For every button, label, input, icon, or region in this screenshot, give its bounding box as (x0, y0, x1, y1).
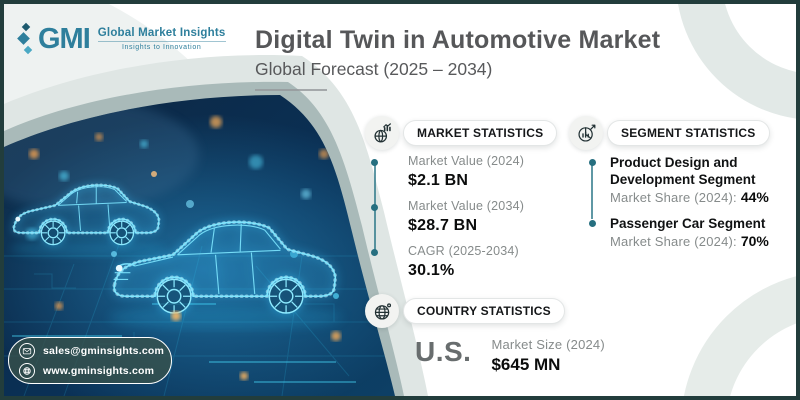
market-statistics-panel: MARKET STATISTICS Market Value (2024) $2… (365, 116, 558, 289)
segment-timeline: Product Design and Development Segment M… (569, 154, 795, 259)
market-statistics-icon (365, 116, 399, 150)
globe-chart-icon (373, 122, 391, 142)
decor-ring-top-right (676, 4, 796, 120)
segment-statistics-heading: SEGMENT STATISTICS (607, 120, 770, 146)
email-icon (19, 342, 35, 359)
contact-website-link[interactable]: www.gminsights.com (19, 362, 161, 379)
decor-ring-bottom-right (681, 271, 796, 396)
wireframe-sedan-car (10, 183, 167, 258)
market-stat-item: Market Value (2024) $2.1 BN (371, 154, 555, 190)
timeline-dot (371, 249, 378, 256)
page-subtitle: Global Forecast (2025 – 2034) (255, 59, 493, 79)
country-stat-label: Market Size (2024) (491, 337, 605, 352)
segment-stat-item: Product Design and Development Segment M… (589, 154, 795, 207)
page-title: Digital Twin in Automotive Market (255, 26, 661, 54)
subtitle-underline (255, 89, 327, 91)
market-statistics-heading: MARKET STATISTICS (403, 120, 558, 146)
country-region: U.S. (415, 336, 472, 367)
brand-tagline: Insights to Innovation (121, 44, 202, 51)
brand-name: Global Market Insights (97, 27, 226, 39)
market-stat-item: Market Value (2034) $28.7 BN (371, 199, 555, 235)
logo-divider (97, 41, 226, 42)
country-stat-value: $645 MN (491, 355, 561, 374)
country-statistics-icon (365, 294, 399, 328)
country-statistics-panel: COUNTRY STATISTICS U.S. Market Size (202… (365, 294, 605, 375)
segment-statistics-icon (569, 116, 603, 150)
timeline-dot (589, 220, 596, 227)
market-timeline: Market Value (2024) $2.1 BN Market Value… (365, 154, 555, 289)
segment-statistics-panel: SEGMENT STATISTICS Product Design and De… (569, 116, 795, 259)
wireframe-suv-car (108, 220, 344, 330)
contact-card: sales@gminsights.com www.gminsights.com (8, 337, 172, 384)
gmi-logo-text: GMI (38, 23, 91, 55)
timeline-dot (371, 204, 378, 211)
timeline-dot (371, 159, 378, 166)
segment-stat-item: Passenger Car Segment Market Share (2024… (589, 215, 795, 251)
gmi-logo-mark-icon (17, 22, 34, 56)
gmi-logo: GMI Global Market Insights Insights to I… (17, 22, 226, 56)
timeline-dot (589, 159, 596, 166)
pie-chart-arrow-icon (577, 124, 595, 142)
timeline-line (591, 162, 593, 219)
country-statistics-heading: COUNTRY STATISTICS (403, 298, 565, 324)
website-globe-icon (19, 362, 35, 379)
market-stat-item: CAGR (2025-2034) 30.1% (371, 244, 555, 280)
globe-icon (374, 302, 391, 320)
contact-email-link[interactable]: sales@gminsights.com (19, 342, 164, 359)
title-block: Digital Twin in Automotive Market Global… (255, 26, 660, 91)
